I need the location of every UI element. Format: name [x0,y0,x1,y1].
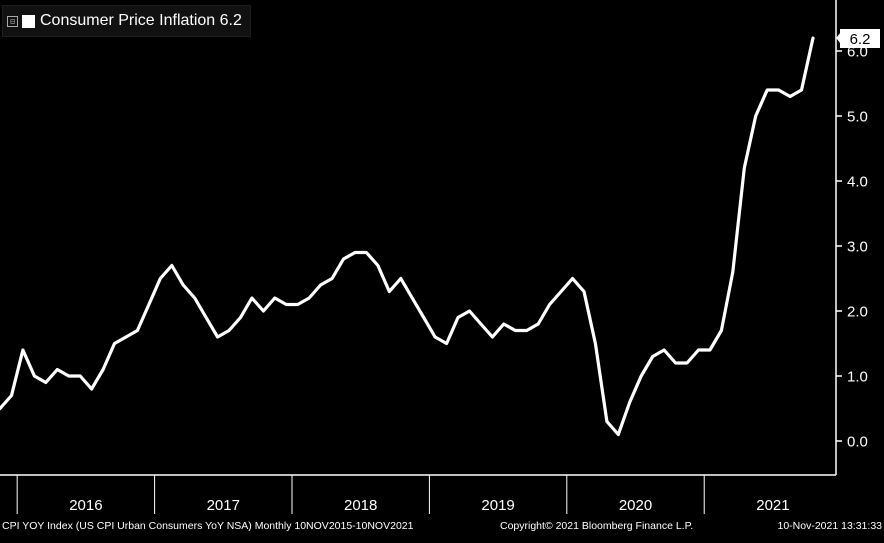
y-tick-label: 0.0 [847,434,868,451]
last-value-pointer [836,32,841,44]
x-tick-label: 2017 [207,497,240,514]
footer-copyright: Copyright© 2021 Bloomberg Finance L.P. [500,520,694,532]
footer-timestamp: 10-Nov-2021 13:31:33 [777,520,883,532]
y-axis: 0.01.02.03.04.05.06.0 [835,0,868,475]
x-tick-label: 2021 [756,497,789,514]
y-tick-label: 5.0 [847,109,868,126]
y-tick-label: 4.0 [847,174,868,191]
footer: CPI YOY Index (US CPI Urban Consumers Yo… [0,516,884,538]
legend-label: Consumer Price Inflation 6.2 [40,12,242,30]
legend[interactable]: ⊟ Consumer Price Inflation 6.2 [2,5,251,37]
collapse-legend-icon[interactable]: ⊟ [7,15,18,27]
x-tick-label: 2018 [344,497,377,514]
legend-last-value: 6.2 [219,12,242,29]
x-tick-label: 2019 [481,497,514,514]
x-tick-label: 2016 [69,497,102,514]
last-value-box [840,29,880,48]
cpi-line [0,36,815,437]
x-axis: 2016 2017 2018 2019 2020 2021 [0,474,836,514]
y-tick-label: 1.0 [847,369,868,386]
legend-series-name: Consumer Price Inflation [40,12,216,29]
y-tick-label: 2.0 [847,304,868,321]
x-tick-label: 2020 [619,497,652,514]
last-value-label: 6.2 [850,31,871,48]
series-layer [0,36,815,437]
legend-swatch [22,14,35,28]
y-tick-label: 3.0 [847,239,868,256]
last-value-marker: 6.2 [836,29,880,48]
footer-source: CPI YOY Index (US CPI Urban Consumers Yo… [2,520,414,532]
